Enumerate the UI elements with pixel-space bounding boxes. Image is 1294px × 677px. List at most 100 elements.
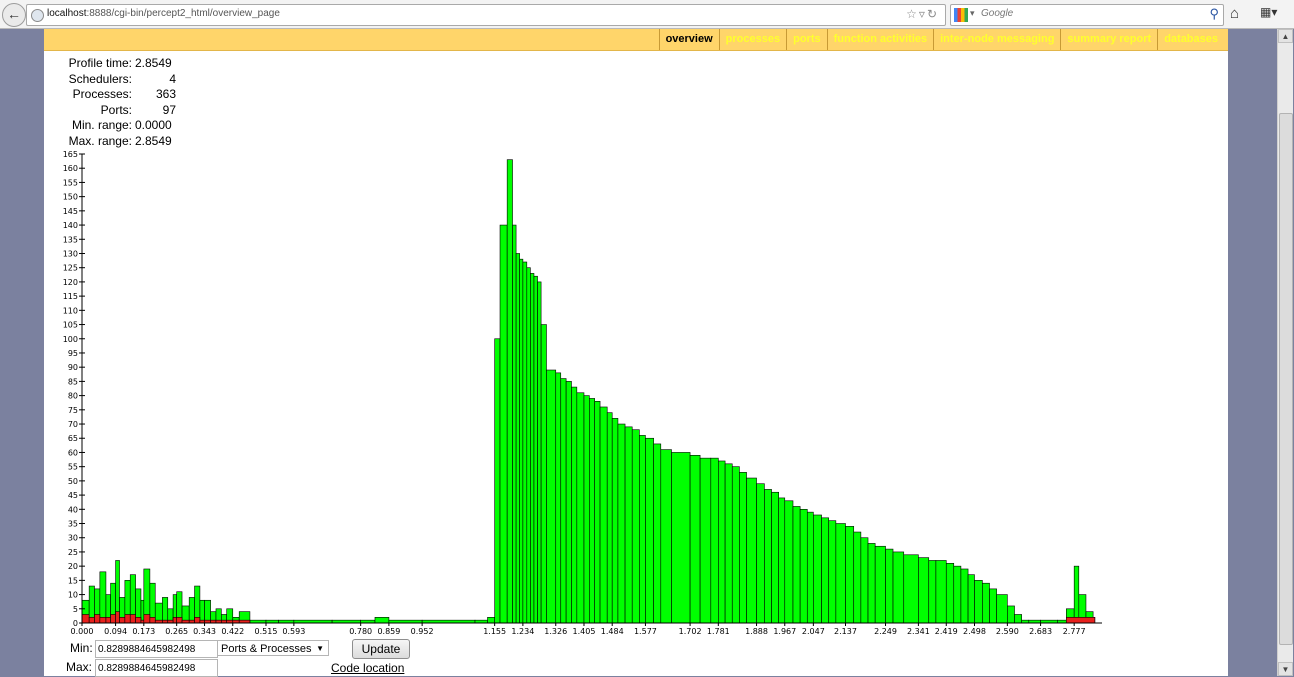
process-bar (589, 398, 596, 624)
process-bar (1014, 614, 1022, 624)
stat-row: Profile time: 2.8549 (64, 56, 179, 72)
process-bar (953, 565, 962, 624)
y-tick-label: 125 (63, 264, 78, 273)
x-tick-label: 0.343 (193, 627, 216, 636)
stat-row: Processes: 363 (64, 87, 179, 103)
tab-summary-report[interactable]: summary report (1060, 29, 1157, 50)
tab-overview[interactable]: overview (658, 29, 719, 50)
tab-ports[interactable]: ports (786, 29, 827, 50)
search-placeholder[interactable]: Google (981, 8, 1014, 19)
view-select[interactable]: Ports & Processes ▼ (217, 640, 329, 656)
address-bar[interactable]: localhost:8888/cgi-bin/percept2_html/ove… (26, 4, 946, 26)
process-bar (689, 454, 701, 624)
y-tick-label: 35 (68, 520, 78, 529)
bookmarks-menu-icon[interactable]: ▦▾ (1260, 5, 1278, 19)
y-tick-label: 40 (68, 505, 78, 514)
vertical-scrollbar[interactable]: ▲ ▼ (1277, 29, 1293, 676)
process-bar (188, 597, 195, 624)
process-bar (860, 537, 869, 624)
y-tick-label: 65 (68, 434, 78, 443)
process-bar (140, 599, 145, 624)
max-label: Max: (66, 660, 93, 674)
y-tick-label: 5 (73, 605, 78, 614)
port-bar (1066, 617, 1096, 624)
x-tick-label: 2.341 (907, 627, 930, 636)
activity-chart: 0 5 10 15 20 25 30 35 40 45 50 55 60 65 70 75 80 85 90 95 10… (63, 150, 1102, 636)
process-bar (756, 483, 765, 624)
stat-label: Profile time: (68, 56, 132, 70)
min-input[interactable] (95, 640, 218, 658)
process-bar (162, 597, 169, 624)
x-tick-label: 1.326 (544, 627, 567, 636)
search-engine-dropdown-icon[interactable]: ▾ (970, 8, 975, 18)
y-tick-label: 95 (68, 349, 78, 358)
x-tick-label: 0.265 (165, 627, 188, 636)
process-bar (594, 400, 601, 624)
bookmark-star-icon[interactable]: ☆▿↻ (906, 7, 939, 21)
process-bar (639, 435, 646, 624)
x-tick-label: 1.781 (707, 627, 730, 636)
process-bar (671, 452, 691, 624)
x-tick-label: 1.888 (745, 627, 768, 636)
scroll-up-icon[interactable]: ▲ (1278, 29, 1293, 43)
y-tick-label: 155 (63, 178, 78, 187)
y-tick-label: 50 (68, 477, 78, 486)
process-bar (867, 543, 876, 624)
y-tick-label: 130 (63, 249, 78, 258)
code-location-link[interactable]: Code location (331, 661, 405, 675)
tab-databases[interactable]: databases (1157, 29, 1224, 50)
process-bar (1073, 565, 1080, 624)
process-bar (606, 412, 613, 624)
x-tick-label: 1.234 (511, 627, 534, 636)
port-bar (115, 611, 120, 624)
process-bar (821, 517, 830, 624)
y-tick-label: 70 (68, 420, 78, 429)
stat-label: Schedulers: (68, 71, 132, 86)
y-tick-label: 145 (63, 207, 78, 216)
scroll-down-icon[interactable]: ▼ (1278, 662, 1293, 676)
process-bar (499, 224, 508, 624)
profile-stats: Profile time: 2.8549 Schedulers: 4 Processes… (64, 56, 179, 149)
nav-tabs: overview processes ports function activitie… (658, 29, 1224, 50)
update-button[interactable]: Update (352, 639, 410, 659)
process-bar (555, 372, 562, 624)
range-controls: Min: Ports & Processes ▼ Update Max: Cod… (44, 639, 1228, 677)
process-bar (624, 426, 633, 624)
process-bar (645, 437, 654, 624)
x-tick-label: 2.590 (996, 627, 1019, 636)
y-tick-label: 25 (68, 548, 78, 557)
process-bar (512, 224, 517, 624)
back-arrow-icon[interactable]: ← (2, 3, 26, 27)
search-bar[interactable]: ▾ Google ⚲ (950, 4, 1224, 26)
process-bar (560, 378, 567, 624)
process-bar (1007, 605, 1015, 624)
tab-function-activities[interactable]: function activities (826, 29, 934, 50)
process-bar (494, 338, 501, 624)
home-icon[interactable]: ⌂ (1230, 5, 1240, 22)
process-bar (778, 497, 786, 624)
process-bar (806, 511, 814, 624)
process-bar (617, 423, 626, 624)
x-tick-label: 2.683 (1029, 627, 1052, 636)
max-input[interactable] (95, 659, 218, 677)
y-tick-label: 165 (63, 150, 78, 159)
port-bar (81, 614, 90, 624)
tab-processes[interactable]: processes (718, 29, 786, 50)
stat-value: 97 (162, 102, 176, 117)
process-bar (533, 275, 538, 624)
process-bar (565, 381, 572, 624)
search-icon[interactable]: ⚲ (1209, 6, 1219, 21)
x-tick-label: 2.137 (834, 627, 857, 636)
scroll-thumb[interactable] (1279, 113, 1293, 645)
tab-inter-node-messaging[interactable]: inter-node messaging (933, 29, 1060, 50)
x-tick-label: 2.249 (874, 627, 897, 636)
x-tick-label: 1.577 (634, 627, 657, 636)
y-tick-label: 30 (68, 534, 78, 543)
url-text[interactable]: localhost:8888/cgi-bin/percept2_html/ove… (47, 8, 280, 19)
x-tick-label: 0.952 (411, 627, 434, 636)
process-bar (903, 554, 919, 624)
stat-label: Processes: (72, 87, 132, 101)
x-tick-label: 2.047 (802, 627, 825, 636)
google-icon[interactable] (954, 8, 968, 22)
process-bar (99, 571, 107, 624)
